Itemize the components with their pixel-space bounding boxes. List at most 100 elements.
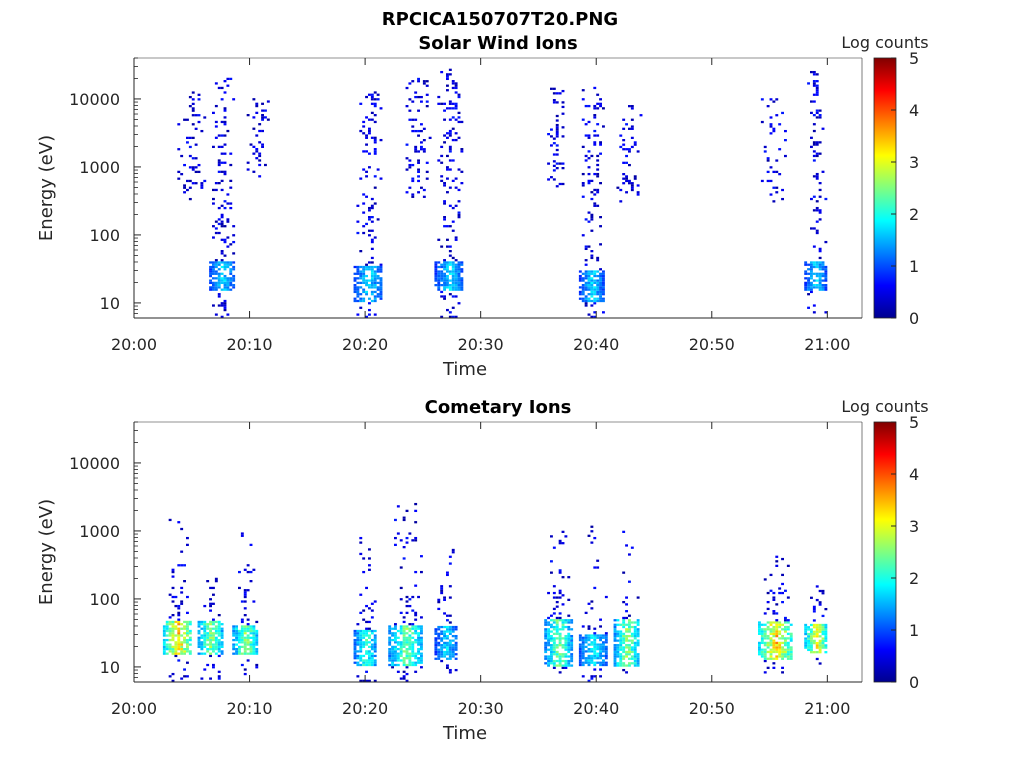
data-bin xyxy=(353,638,357,642)
data-bin xyxy=(370,609,374,612)
data-bin xyxy=(451,288,455,291)
data-bin xyxy=(214,120,218,124)
data-bin xyxy=(411,636,415,639)
data-bin xyxy=(246,623,250,626)
data-bin xyxy=(373,270,377,273)
data-bin xyxy=(781,657,784,660)
data-bin xyxy=(162,645,166,649)
data-bin xyxy=(587,636,591,639)
data-bin xyxy=(772,662,776,665)
data-bin xyxy=(356,204,360,207)
data-bin xyxy=(238,648,241,651)
data-bin xyxy=(454,646,458,649)
data-bin xyxy=(821,127,825,130)
data-bin xyxy=(411,625,415,628)
data-bin xyxy=(168,593,172,596)
data-bin xyxy=(373,148,377,151)
data-bin xyxy=(555,632,559,635)
data-bin xyxy=(243,668,247,671)
data-bin xyxy=(362,618,366,621)
data-bin xyxy=(443,646,446,649)
data-bin xyxy=(220,216,224,219)
data-bin xyxy=(440,263,444,266)
data-bin xyxy=(812,245,816,248)
data-bin xyxy=(174,627,178,630)
data-bin xyxy=(581,195,585,198)
data-bin xyxy=(622,646,626,649)
data-bin xyxy=(353,661,357,664)
data-bin xyxy=(186,661,189,664)
data-bin xyxy=(356,220,360,223)
data-bin xyxy=(249,636,253,639)
data-bin xyxy=(206,643,210,646)
data-bin xyxy=(599,279,602,282)
data-bin xyxy=(633,630,637,633)
data-bin xyxy=(558,539,562,543)
data-bin xyxy=(460,279,464,282)
data-bin xyxy=(590,299,594,303)
data-bin xyxy=(807,635,810,638)
data-bin xyxy=(555,655,559,658)
data-bin xyxy=(443,218,446,221)
data-bin xyxy=(570,657,574,660)
data-bin xyxy=(220,225,224,228)
data-bin xyxy=(619,664,623,667)
data-bin xyxy=(171,620,175,624)
data-bin xyxy=(264,116,267,119)
data-bin xyxy=(223,286,227,289)
data-bin xyxy=(590,525,594,528)
data-bin xyxy=(448,204,452,207)
data-bin xyxy=(200,620,204,624)
data-bin xyxy=(359,552,363,556)
data-bin xyxy=(197,170,201,174)
data-bin xyxy=(789,623,793,626)
data-bin xyxy=(186,625,189,628)
data-bin xyxy=(443,630,446,633)
data-bin xyxy=(370,268,374,271)
data-bin xyxy=(243,645,247,649)
data-bin xyxy=(391,648,394,651)
data-bin xyxy=(388,638,392,642)
data-bin xyxy=(544,648,548,651)
data-bin xyxy=(555,628,559,631)
data-bin xyxy=(446,277,449,280)
data-bin xyxy=(622,664,626,667)
data-bin xyxy=(810,641,813,645)
data-bin xyxy=(264,109,267,112)
data-bin xyxy=(240,534,244,537)
data-bin xyxy=(596,204,600,207)
data-bin xyxy=(359,281,363,285)
data-bin xyxy=(784,616,787,620)
data-bin xyxy=(206,634,210,637)
data-bin xyxy=(636,619,640,622)
data-bin xyxy=(217,627,221,630)
data-bin xyxy=(203,116,207,119)
data-bin xyxy=(587,534,591,537)
data-bin xyxy=(261,118,264,121)
data-bin xyxy=(417,632,420,635)
data-bin xyxy=(821,170,825,173)
data-bin xyxy=(212,284,215,287)
data-bin xyxy=(177,627,181,630)
data-bin xyxy=(602,277,605,280)
data-bin xyxy=(217,634,221,637)
data-bin xyxy=(446,274,449,278)
data-bin xyxy=(414,614,418,617)
data-bin xyxy=(209,638,212,642)
data-bin xyxy=(810,644,813,647)
data-bin xyxy=(451,274,455,278)
data-bin xyxy=(177,170,181,174)
data-bin xyxy=(370,616,374,619)
data-bin xyxy=(402,677,406,680)
data-bin xyxy=(550,87,553,90)
data-bin xyxy=(238,650,241,653)
data-bin xyxy=(408,638,412,642)
data-bin xyxy=(824,240,828,244)
data-bin xyxy=(443,182,446,185)
data-bin xyxy=(815,628,819,631)
data-bin xyxy=(217,645,221,649)
data-bin xyxy=(613,653,617,656)
data-bin xyxy=(593,661,597,664)
data-bin xyxy=(581,89,585,92)
data-bin xyxy=(454,268,458,271)
